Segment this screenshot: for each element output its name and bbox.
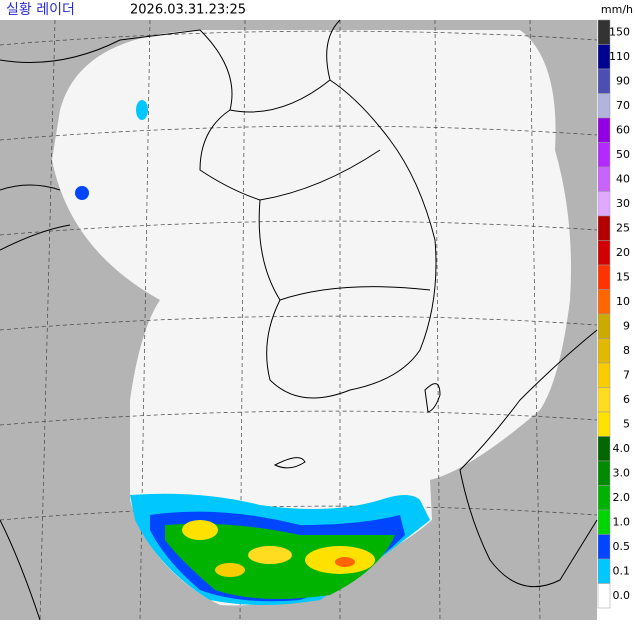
legend-label: 20 [616,246,630,259]
legend-swatch [597,534,611,560]
legend-label: 50 [616,148,630,161]
legend-swatch [597,142,611,168]
legend-swatch [597,191,611,217]
legend-label: 90 [616,74,630,87]
legend-label: 0.5 [613,540,631,553]
legend-label: 6 [623,393,630,406]
legend-label: 8 [623,344,630,357]
legend-swatch [597,436,611,462]
legend-swatch [597,240,611,266]
timestamp: 2026.03.31.23:25 [130,3,246,18]
legend-swatch [597,362,611,388]
legend-swatch [597,264,611,290]
legend-label: 5 [623,417,630,430]
legend-label: 1.0 [613,515,631,528]
legend-swatch [597,338,611,364]
legend-swatch [597,166,611,192]
radar-coverage [52,30,571,606]
precipitation [75,100,430,605]
legend-label: 40 [616,172,630,185]
legend-swatch [597,313,611,339]
legend: 150 110 90 70 60 50 40 30 25 20 15 10 9 8 7 6 5 4.0 3.0 2.0… [597,19,631,609]
legend-label: 30 [616,197,630,210]
legend-swatch [597,68,611,94]
coastlines [0,19,598,621]
legend-label: 15 [616,270,630,283]
legend-swatch [597,215,611,241]
legend-label: 3.0 [613,466,631,479]
legend-swatch [597,387,611,413]
legend-swatch [597,509,611,535]
title: 실황 레이더 [6,2,75,18]
legend-swatch [597,583,611,609]
legend-label: 25 [616,221,630,234]
legend-swatch [597,117,611,143]
legend-label: 10 [616,295,630,308]
legend-label: 110 [609,50,630,63]
legend-label: 9 [623,319,630,332]
legend-label: 0.0 [613,589,631,602]
legend-swatch [597,558,611,584]
legend-label: 70 [616,99,630,112]
legend-swatch [597,485,611,511]
unit: mm/h [601,3,633,16]
legend-label: 2.0 [613,491,631,504]
legend-swatch [597,411,611,437]
map [0,19,598,621]
legend-label: 4.0 [613,442,631,455]
legend-label: 60 [616,123,630,136]
legend-swatch [597,289,611,315]
legend-label: 7 [623,368,630,381]
legend-swatch [597,93,611,119]
legend-label: 0.1 [613,564,631,577]
legend-label: 150 [609,25,630,38]
legend-swatch [597,460,611,486]
